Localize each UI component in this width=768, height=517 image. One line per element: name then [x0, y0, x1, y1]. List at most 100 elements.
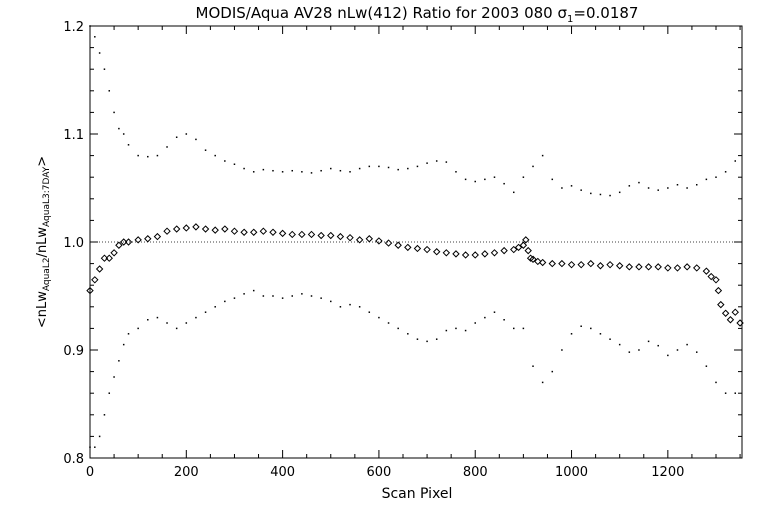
data-point-upper: [127, 144, 130, 146]
data-point-upper: [455, 171, 457, 173]
data-point-upper: [638, 181, 640, 184]
data-point-lower: [686, 343, 688, 346]
data-point-mean: [461, 251, 470, 259]
data-point-lower: [147, 319, 149, 321]
x-tick-label: 800: [463, 465, 488, 480]
title-value: =0.0187: [573, 4, 638, 22]
data-point-upper: [570, 185, 573, 187]
data-point-upper: [103, 68, 106, 70]
data-point-upper: [445, 161, 448, 163]
data-point-upper: [474, 180, 476, 183]
data-point-mean: [250, 228, 258, 236]
data-point-mean: [654, 263, 662, 271]
data-point-lower: [445, 329, 448, 332]
data-point-mean: [269, 228, 277, 236]
data-point-mean: [524, 246, 532, 255]
data-point-upper: [147, 155, 149, 158]
data-point-mean: [683, 263, 691, 271]
data-point-mean: [124, 238, 133, 246]
data-point-lower: [474, 322, 476, 324]
data-point-upper: [339, 169, 342, 172]
y-tick-label: 1.1: [63, 128, 84, 143]
data-point-upper: [320, 169, 322, 172]
data-point-upper: [137, 154, 139, 157]
data-point-upper: [667, 187, 669, 189]
data-point-lower: [175, 327, 178, 330]
y-tick-label: 1.2: [63, 20, 84, 35]
data-point-mean: [365, 235, 373, 243]
plot-frame: [89, 25, 743, 459]
y-tick-label: 1.0: [63, 236, 84, 251]
data-point-mean: [490, 249, 499, 257]
data-point-lower: [532, 365, 534, 367]
data-point-lower: [378, 316, 380, 319]
data-point-mean: [230, 227, 239, 235]
data-point-mean: [355, 236, 364, 244]
title-sigma-subscript: 1: [567, 14, 573, 25]
data-point-mean: [201, 225, 210, 233]
title-main-text: MODIS/Aqua AV28 nLw(412) Ratio for 2003 …: [196, 4, 558, 22]
data-point-mean: [548, 259, 556, 268]
data-point-upper: [368, 165, 371, 168]
data-point-upper: [464, 178, 467, 181]
data-point-lower: [103, 414, 106, 416]
data-point-upper: [94, 36, 96, 38]
data-point-mean: [413, 244, 422, 253]
data-point-lower: [310, 295, 313, 297]
data-point-upper: [195, 138, 197, 141]
x-tick-label: 200: [174, 465, 199, 480]
data-point-lower: [715, 381, 717, 384]
data-point-upper: [695, 184, 698, 186]
data-point-lower: [98, 435, 101, 438]
data-point-mean: [714, 286, 723, 295]
x-tick-label: 400: [270, 465, 295, 480]
data-point-upper: [175, 136, 178, 138]
data-point-lower: [301, 293, 303, 295]
data-point-lower: [214, 306, 216, 308]
data-point-mean: [529, 255, 537, 263]
data-point-upper: [426, 162, 428, 164]
data-point-upper: [628, 185, 631, 187]
data-point-upper: [724, 171, 727, 173]
data-point-mean: [726, 316, 735, 324]
data-point-upper: [705, 178, 708, 181]
data-point-mean: [91, 276, 99, 284]
data-point-mean: [120, 238, 128, 246]
data-point-upper: [397, 168, 399, 171]
data-point-upper: [185, 133, 188, 135]
data-point-upper: [89, 25, 91, 27]
y-label-mid: /nLw: [35, 227, 50, 258]
data-point-lower: [195, 316, 197, 319]
y-tick-label: 0.9: [63, 344, 84, 359]
data-point-mean: [707, 272, 715, 281]
data-point-upper: [416, 165, 419, 168]
data-point-upper: [387, 166, 390, 169]
data-point-mean: [510, 245, 518, 254]
data-point-lower: [667, 354, 669, 357]
data-point-upper: [358, 167, 361, 170]
data-point-mean: [615, 262, 624, 270]
data-point-mean: [153, 232, 162, 241]
data-point-mean: [606, 260, 614, 269]
data-point-lower: [118, 360, 120, 362]
y-label-sub2: AquaL3:7DAY: [42, 166, 52, 227]
data-point-lower: [705, 365, 708, 367]
data-point-mean: [514, 243, 523, 252]
series-mean: [86, 223, 744, 327]
y-label-close: >: [35, 156, 50, 167]
data-point-lower: [638, 349, 640, 351]
data-point-mean: [452, 250, 460, 258]
data-point-mean: [432, 248, 441, 256]
data-point-upper: [310, 172, 313, 174]
data-point-lower: [618, 343, 621, 346]
data-point-mean: [522, 236, 530, 244]
data-point-upper: [98, 52, 101, 54]
data-point-lower: [113, 376, 115, 378]
data-point-lower: [330, 300, 332, 303]
data-point-mean: [327, 231, 335, 240]
data-point-lower: [262, 295, 265, 297]
data-point-upper: [590, 192, 592, 195]
data-point-mean: [211, 226, 219, 234]
data-point-upper: [349, 171, 351, 173]
